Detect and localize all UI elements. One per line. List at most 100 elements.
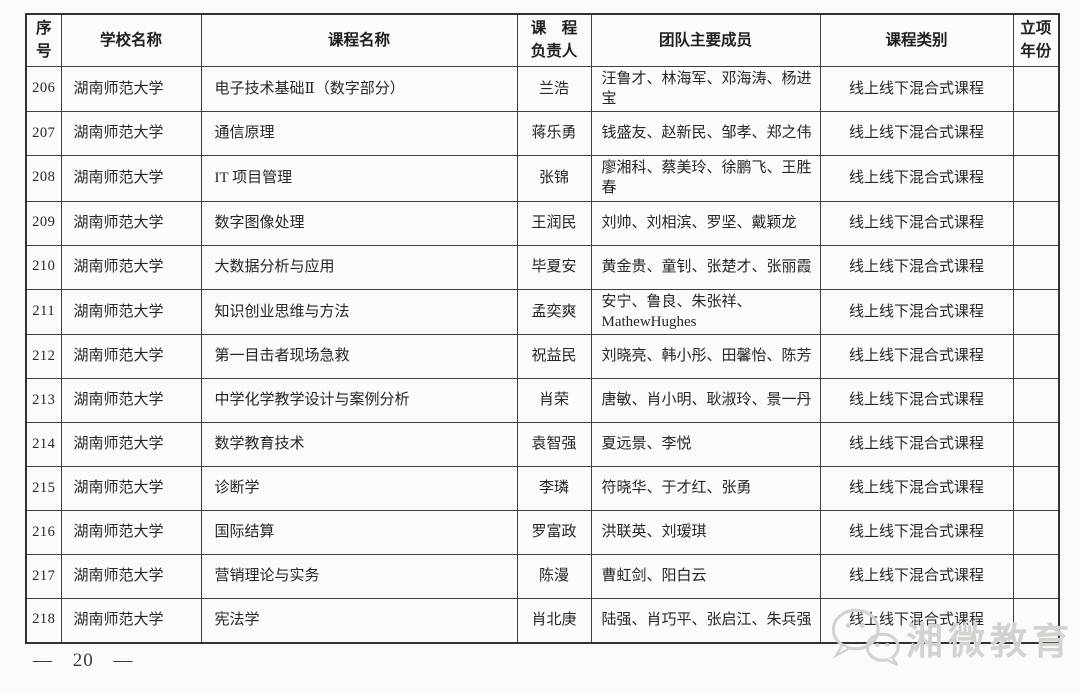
cell-course-leader: 兰浩 xyxy=(516,65,592,112)
cell-project-year xyxy=(1012,244,1060,290)
cell-course-leader: 孟奕爽 xyxy=(516,288,592,335)
column-header-course-name: 课程名称 xyxy=(200,13,518,67)
table-row: 213 湖南师范大学 中学化学教学设计与案例分析 肖荣 唐敏、肖小明、耿淑玲、景… xyxy=(25,378,1060,423)
cell-project-year xyxy=(1012,598,1060,643)
cell-team-members: 陆强、肖巧平、张启江、朱兵强 xyxy=(590,598,821,643)
cell-school-name: 湖南师范大学 xyxy=(60,155,202,202)
cell-course-name: 通信原理 xyxy=(200,111,518,156)
table-row: 218 湖南师范大学 宪法学 肖北庚 陆强、肖巧平、张启江、朱兵强 线上线下混合… xyxy=(25,598,1060,643)
header-row: 序 号 学校名称 课程名称 课 程 负责人 团队主要成员 课程类别 立项 年份 xyxy=(25,13,1060,67)
cell-course-category: 线上线下混合式课程 xyxy=(819,510,1014,555)
table-row: 210 湖南师范大学 大数据分析与应用 毕夏安 黄金贵、童钊、张楚才、张丽霞 线… xyxy=(25,244,1060,290)
column-header-project-year: 立项 年份 xyxy=(1012,13,1060,67)
cell-team-members: 廖湘科、蔡美玲、徐鹏飞、王胜春 xyxy=(590,155,821,202)
cell-course-category: 线上线下混合式课程 xyxy=(819,422,1014,467)
cell-project-year xyxy=(1012,334,1060,379)
cell-team-members: 黄金贵、童钊、张楚才、张丽霞 xyxy=(590,244,821,290)
cell-project-year xyxy=(1012,378,1060,423)
cell-school-name: 湖南师范大学 xyxy=(60,422,202,467)
cell-course-name: 国际结算 xyxy=(200,510,518,555)
cell-course-leader: 李璘 xyxy=(516,466,592,511)
cell-team-members: 汪鲁才、林海军、邓海涛、杨进宝 xyxy=(590,65,821,112)
cell-serial-number: 218 xyxy=(25,598,62,643)
table-row: 211 湖南师范大学 知识创业思维与方法 孟奕爽 安宁、鲁良、朱张祥、Mathe… xyxy=(25,288,1060,335)
cell-serial-number: 206 xyxy=(25,65,62,112)
cell-course-category: 线上线下混合式课程 xyxy=(819,554,1014,599)
column-header-serial-number: 序 号 xyxy=(25,13,62,67)
cell-project-year xyxy=(1012,422,1060,467)
cell-project-year xyxy=(1012,554,1060,599)
cell-course-category: 线上线下混合式课程 xyxy=(819,378,1014,423)
cell-school-name: 湖南师范大学 xyxy=(60,378,202,423)
table-row: 212 湖南师范大学 第一目击者现场急救 祝益民 刘晓亮、韩小彤、田馨怡、陈芳 … xyxy=(25,334,1060,379)
cell-course-leader: 张锦 xyxy=(516,155,592,202)
cell-serial-number: 207 xyxy=(25,111,62,156)
cell-course-name: 宪法学 xyxy=(200,598,518,643)
cell-serial-number: 209 xyxy=(25,200,62,246)
column-header-course-leader: 课 程 负责人 xyxy=(516,13,592,67)
page-number: — 20 — xyxy=(33,650,134,671)
table-row: 214 湖南师范大学 数学教育技术 袁智强 夏远景、李悦 线上线下混合式课程 xyxy=(25,422,1060,467)
cell-course-leader: 肖北庚 xyxy=(516,598,592,643)
cell-course-leader: 肖荣 xyxy=(516,378,592,423)
cell-school-name: 湖南师范大学 xyxy=(60,65,202,112)
cell-team-members: 安宁、鲁良、朱张祥、MathewHughes xyxy=(590,288,821,335)
cell-serial-number: 215 xyxy=(25,466,62,511)
cell-course-leader: 罗富政 xyxy=(516,510,592,555)
cell-course-category: 线上线下混合式课程 xyxy=(819,200,1014,246)
cell-school-name: 湖南师范大学 xyxy=(60,200,202,246)
column-header-course-category: 课程类别 xyxy=(819,13,1014,67)
cell-course-name: 知识创业思维与方法 xyxy=(200,288,518,335)
cell-course-leader: 祝益民 xyxy=(516,334,592,379)
table-row: 206 湖南师范大学 电子技术基础Ⅱ（数字部分） 兰浩 汪鲁才、林海军、邓海涛、… xyxy=(25,65,1060,112)
cell-project-year xyxy=(1012,111,1060,156)
cell-course-category: 线上线下混合式课程 xyxy=(819,334,1014,379)
cell-team-members: 刘晓亮、韩小彤、田馨怡、陈芳 xyxy=(590,334,821,379)
cell-course-leader: 王润民 xyxy=(516,200,592,246)
cell-team-members: 钱盛友、赵新民、邹孝、郑之伟 xyxy=(590,111,821,156)
cell-course-leader: 袁智强 xyxy=(516,422,592,467)
cell-project-year xyxy=(1012,466,1060,511)
cell-school-name: 湖南师范大学 xyxy=(60,334,202,379)
cell-course-category: 线上线下混合式课程 xyxy=(819,288,1014,335)
cell-project-year xyxy=(1012,288,1060,335)
cell-course-name: 数学教育技术 xyxy=(200,422,518,467)
cell-course-category: 线上线下混合式课程 xyxy=(819,466,1014,511)
cell-course-name: 营销理论与实务 xyxy=(200,554,518,599)
cell-serial-number: 217 xyxy=(25,554,62,599)
cell-course-leader: 陈漫 xyxy=(516,554,592,599)
cell-course-category: 线上线下混合式课程 xyxy=(819,598,1014,643)
table-row: 215 湖南师范大学 诊断学 李璘 符晓华、于才红、张勇 线上线下混合式课程 xyxy=(25,466,1060,511)
cell-school-name: 湖南师范大学 xyxy=(60,288,202,335)
column-header-team-members: 团队主要成员 xyxy=(590,13,821,67)
cell-school-name: 湖南师范大学 xyxy=(60,111,202,156)
cell-school-name: 湖南师范大学 xyxy=(60,598,202,643)
table-row: 216 湖南师范大学 国际结算 罗富政 洪联英、刘瑷琪 线上线下混合式课程 xyxy=(25,510,1060,555)
cell-serial-number: 211 xyxy=(25,288,62,335)
cell-course-category: 线上线下混合式课程 xyxy=(819,155,1014,202)
cell-school-name: 湖南师范大学 xyxy=(60,510,202,555)
cell-serial-number: 213 xyxy=(25,378,62,423)
cell-team-members: 唐敏、肖小明、耿淑玲、景一丹 xyxy=(590,378,821,423)
cell-course-name: 电子技术基础Ⅱ（数字部分） xyxy=(200,65,518,112)
cell-serial-number: 216 xyxy=(25,510,62,555)
cell-course-category: 线上线下混合式课程 xyxy=(819,65,1014,112)
cell-school-name: 湖南师范大学 xyxy=(60,244,202,290)
cell-team-members: 夏远景、李悦 xyxy=(590,422,821,467)
cell-course-category: 线上线下混合式课程 xyxy=(819,111,1014,156)
cell-serial-number: 212 xyxy=(25,334,62,379)
cell-serial-number: 214 xyxy=(25,422,62,467)
cell-serial-number: 208 xyxy=(25,155,62,202)
cell-project-year xyxy=(1012,65,1060,112)
cell-course-leader: 毕夏安 xyxy=(516,244,592,290)
table-row: 209 湖南师范大学 数字图像处理 王润民 刘帅、刘相滨、罗坚、戴颖龙 线上线下… xyxy=(25,200,1060,246)
cell-course-name: IT 项目管理 xyxy=(200,155,518,202)
cell-team-members: 刘帅、刘相滨、罗坚、戴颖龙 xyxy=(590,200,821,246)
cell-team-members: 符晓华、于才红、张勇 xyxy=(590,466,821,511)
table-row: 217 湖南师范大学 营销理论与实务 陈漫 曹虹剑、阳白云 线上线下混合式课程 xyxy=(25,554,1060,599)
table-row: 208 湖南师范大学 IT 项目管理 张锦 廖湘科、蔡美玲、徐鹏飞、王胜春 线上… xyxy=(25,155,1060,202)
course-list-table: 序 号 学校名称 课程名称 课 程 负责人 团队主要成员 课程类别 立项 年份 … xyxy=(25,13,1060,644)
cell-course-leader: 蒋乐勇 xyxy=(516,111,592,156)
cell-team-members: 曹虹剑、阳白云 xyxy=(590,554,821,599)
table-body: 206 湖南师范大学 电子技术基础Ⅱ（数字部分） 兰浩 汪鲁才、林海军、邓海涛、… xyxy=(25,65,1060,643)
